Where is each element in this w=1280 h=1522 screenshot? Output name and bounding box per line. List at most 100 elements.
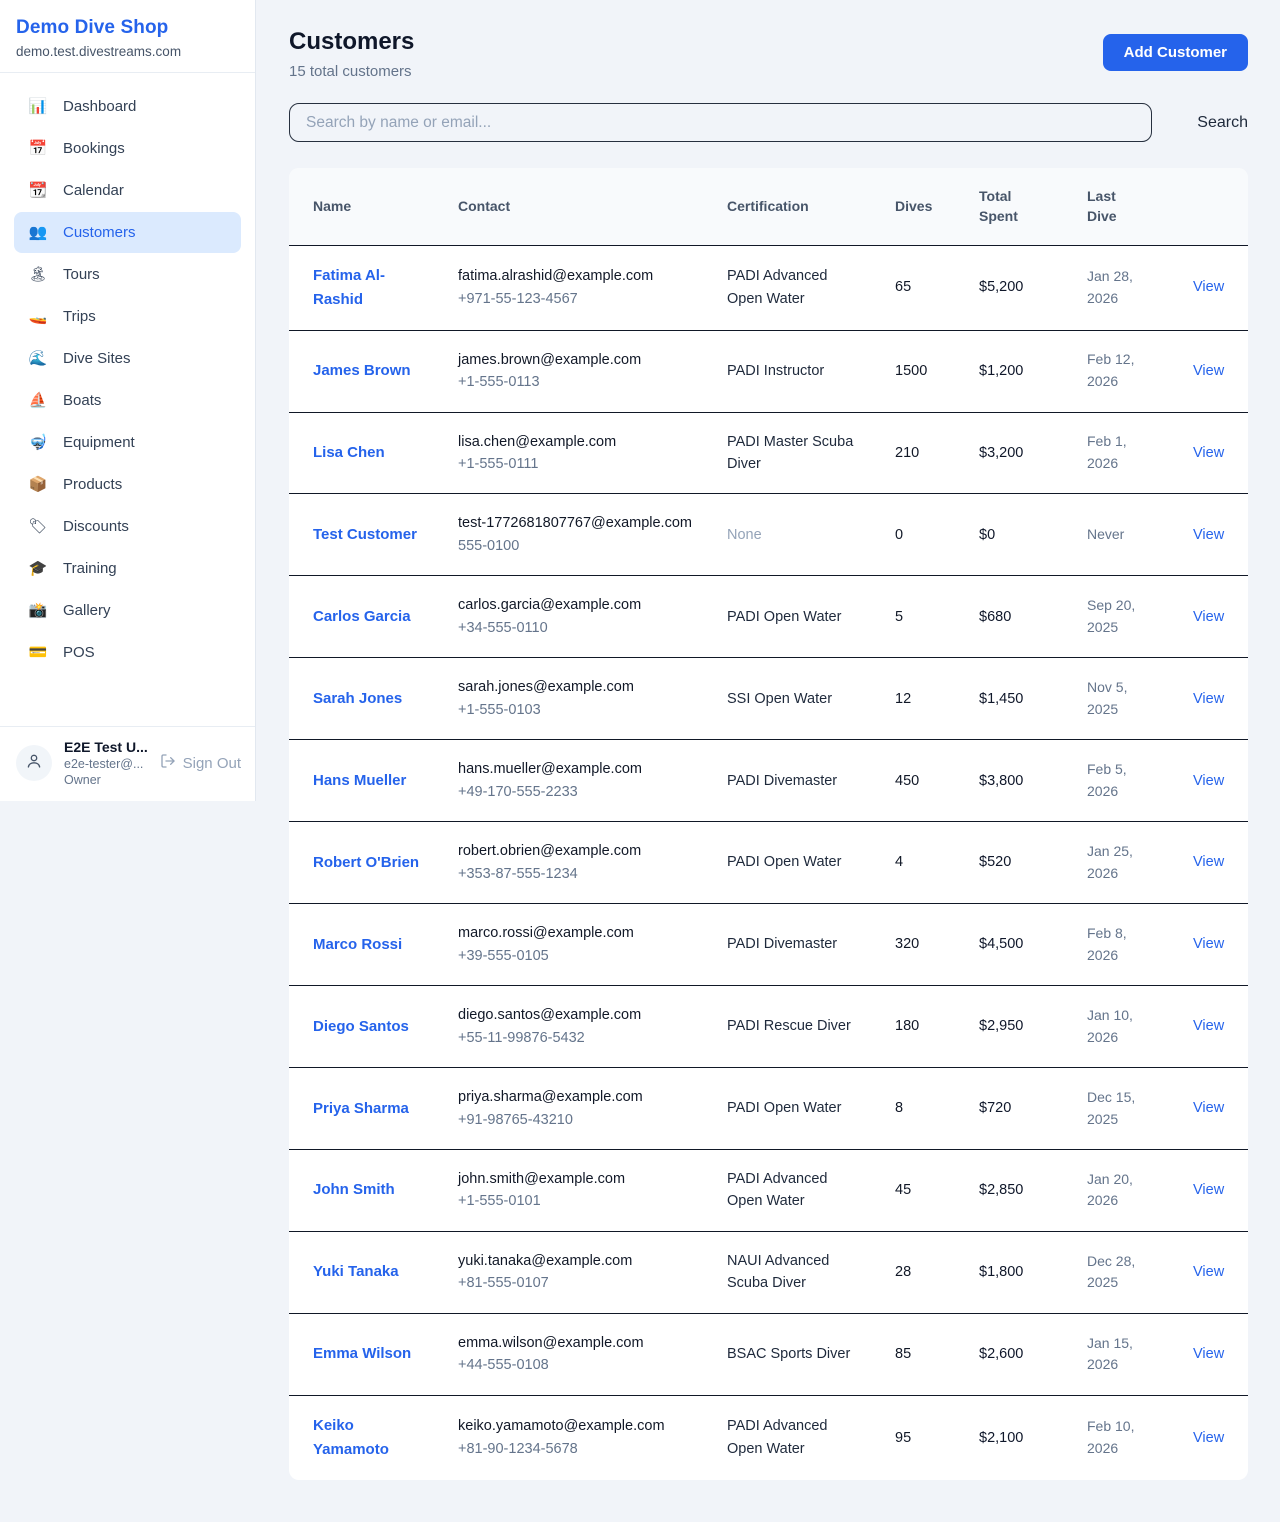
sidebar-item-pos[interactable]: 💳 POS	[14, 632, 241, 673]
sidebar-item-tours[interactable]: 🏝 Tours	[14, 254, 241, 295]
customer-last-dive: Jan 15, 2026	[1063, 1313, 1169, 1396]
customer-name-link[interactable]: James Brown	[313, 362, 411, 380]
customer-name-link[interactable]: Carlos Garcia	[313, 607, 411, 625]
sidebar-item-gallery[interactable]: 📸 Gallery	[14, 590, 241, 631]
view-customer-link[interactable]: View	[1193, 936, 1225, 953]
customer-dives: 85	[871, 1313, 955, 1396]
customer-name-link[interactable]: Marco Rossi	[313, 935, 403, 953]
sidebar-item-trips[interactable]: 🚤 Trips	[14, 296, 241, 337]
page-header-text: Customers 15 total customers	[289, 28, 414, 80]
customer-name-link[interactable]: Keiko Yamamoto	[313, 1416, 389, 1458]
customer-name-link[interactable]: Robert O'Brien	[313, 853, 420, 871]
view-customer-link[interactable]: View	[1193, 854, 1225, 871]
customer-last-dive: Jan 20, 2026	[1063, 1149, 1169, 1232]
sidebar: Demo Dive Shop demo.test.divestreams.com…	[0, 0, 256, 801]
page-header: Customers 15 total customers Add Custome…	[289, 28, 1248, 80]
main-content: Customers 15 total customers Add Custome…	[256, 0, 1280, 1522]
sidebar-item-dashboard[interactable]: 📊 Dashboard	[14, 86, 241, 127]
customer-last-dive: Feb 5, 2026	[1063, 739, 1169, 823]
search-button[interactable]: Search	[1152, 114, 1248, 132]
customer-total-spent: $5,200	[955, 245, 1063, 331]
table-row: Test Customer test-1772681807767@example…	[289, 493, 1248, 577]
sidebar-item-equipment[interactable]: 🤿 Equipment	[14, 422, 241, 463]
customers-table-card: Name Contact Certification Dives Total S…	[289, 168, 1248, 1480]
customer-phone: +81-90-1234-5678	[458, 1440, 578, 1457]
view-customer-link[interactable]: View	[1193, 1182, 1225, 1199]
table-row: Fatima Al-Rashid fatima.alrashid@example…	[289, 245, 1248, 331]
sign-out-button[interactable]: Sign Out	[160, 753, 241, 773]
customer-dives: 180	[871, 985, 955, 1069]
customer-dives: 95	[895, 1429, 912, 1446]
customer-last-dive: Jan 25, 2026	[1063, 821, 1169, 905]
search-input[interactable]	[289, 103, 1153, 142]
col-header-dives: Dives	[871, 168, 955, 246]
view-customer-link[interactable]: View	[1193, 526, 1225, 543]
sidebar-item-label: Customers	[63, 224, 136, 241]
view-customer-link[interactable]: View	[1193, 772, 1225, 789]
customer-phone: +1-555-0113	[458, 374, 540, 391]
customer-dives: 0	[871, 493, 955, 577]
sidebar-item-products[interactable]: 📦 Products	[14, 464, 241, 505]
people-icon: 👥	[28, 224, 48, 241]
table-row: James Brown james.brown@example.com +1-5…	[289, 330, 1248, 413]
customer-name-link[interactable]: Yuki Tanaka	[313, 1263, 399, 1281]
view-customer-link[interactable]: View	[1193, 279, 1225, 296]
table-row: Carlos Garcia carlos.garcia@example.com …	[289, 575, 1248, 659]
table-row: Priya Sharma priya.sharma@example.com +9…	[289, 1067, 1248, 1150]
customer-name-link[interactable]: Diego Santos	[313, 1017, 409, 1035]
sailboat-icon: ⛵	[28, 392, 48, 409]
customer-phone: +39-555-0105	[458, 947, 549, 964]
view-customer-link[interactable]: View	[1193, 608, 1225, 625]
customer-certification: PADI Advanced Open Water	[727, 1418, 828, 1457]
customer-name-link[interactable]: Lisa Chen	[313, 444, 385, 461]
add-customer-button[interactable]: Add Customer	[1102, 34, 1248, 71]
shop-name: Demo Dive Shop	[16, 17, 169, 38]
table-row: Lisa Chen lisa.chen@example.com +1-555-0…	[289, 412, 1248, 495]
table-row: Emma Wilson emma.wilson@example.com +44-…	[289, 1313, 1248, 1396]
customer-name-link[interactable]: Priya Sharma	[313, 1099, 409, 1117]
search-row: Search	[289, 103, 1248, 142]
user-name: E2E Test U...	[64, 739, 148, 755]
customer-email: diego.santos@example.com	[458, 1007, 642, 1024]
customer-name-link[interactable]: Hans Mueller	[313, 771, 407, 789]
customer-name-link[interactable]: Fatima Al-Rashid	[313, 266, 385, 308]
customer-name-link[interactable]: Emma Wilson	[313, 1345, 412, 1363]
table-row: Yuki Tanaka yuki.tanaka@example.com +81-…	[289, 1231, 1248, 1314]
view-customer-link[interactable]: View	[1193, 1429, 1225, 1446]
sidebar-item-dive-sites[interactable]: 🌊 Dive Sites	[14, 338, 241, 379]
customer-email: marco.rossi@example.com	[458, 925, 634, 942]
customer-last-dive: Jan 10, 2026	[1063, 985, 1169, 1069]
sidebar-item-calendar[interactable]: 📆 Calendar	[14, 170, 241, 211]
customer-phone: +34-555-0110	[458, 619, 548, 636]
table-row: Marco Rossi marco.rossi@example.com +39-…	[289, 903, 1248, 987]
sidebar-item-label: Gallery	[63, 602, 111, 619]
view-customer-link[interactable]: View	[1193, 1264, 1225, 1281]
wave-icon: 🌊	[28, 350, 48, 367]
customer-certification: PADI Open Water	[727, 608, 842, 625]
customer-total-spent: $1,200	[955, 330, 1063, 413]
customer-email: robert.obrien@example.com	[458, 843, 642, 860]
customer-name-link[interactable]: John Smith	[313, 1181, 395, 1199]
view-customer-link[interactable]: View	[1193, 444, 1225, 461]
customer-name-link[interactable]: Sarah Jones	[313, 689, 403, 707]
customer-phone: +81-555-0107	[458, 1275, 549, 1292]
col-header-name: Name	[289, 168, 434, 246]
view-customer-link[interactable]: View	[1193, 1346, 1225, 1363]
view-customer-link[interactable]: View	[1193, 1100, 1225, 1117]
customer-total-spent: $1,450	[955, 657, 1063, 741]
sidebar-item-discounts[interactable]: 🏷 Discounts	[14, 506, 241, 547]
customer-total-spent: $3,800	[955, 739, 1063, 823]
customer-certification: PADI Divemaster	[727, 772, 838, 789]
customer-total-spent: $3,200	[955, 412, 1063, 495]
view-customer-link[interactable]: View	[1193, 1018, 1225, 1035]
sidebar-item-training[interactable]: 🎓 Training	[14, 548, 241, 589]
sidebar-item-boats[interactable]: ⛵ Boats	[14, 380, 241, 421]
customer-certification: PADI Master Scuba Diver	[727, 433, 854, 472]
customer-name-link[interactable]: Test Customer	[313, 525, 417, 543]
sidebar-item-bookings[interactable]: 📅 Bookings	[14, 128, 241, 169]
view-customer-link[interactable]: View	[1193, 690, 1225, 707]
sidebar-item-customers[interactable]: 👥 Customers	[14, 212, 241, 253]
view-customer-link[interactable]: View	[1193, 362, 1225, 379]
customer-phone: +971-55-123-4567	[458, 290, 578, 307]
sidebar-item-label: Discounts	[63, 518, 129, 535]
